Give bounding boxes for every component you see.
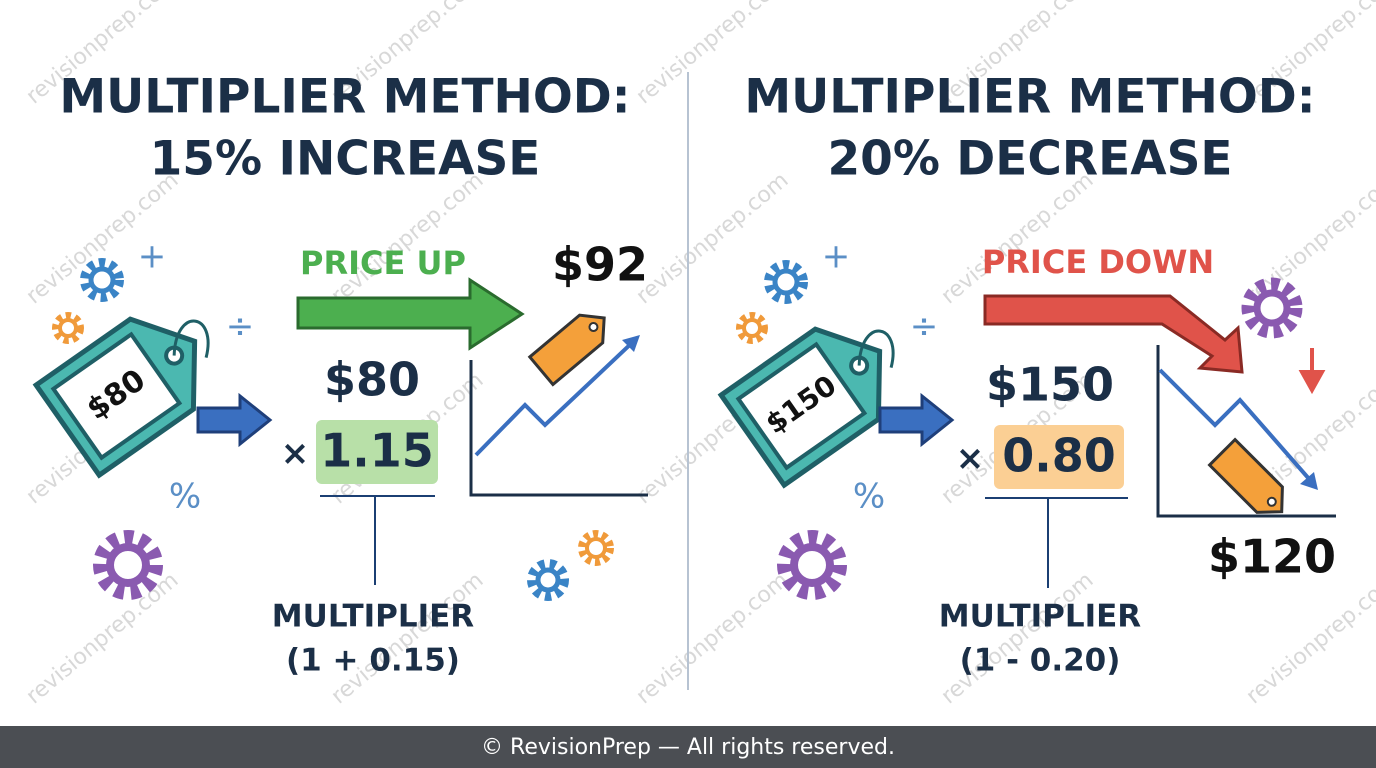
gear xyxy=(80,258,124,302)
multiplier: 0.80 xyxy=(1002,429,1116,483)
symbol: + xyxy=(822,237,851,277)
watermark: revisionprep.com xyxy=(937,168,1099,309)
arrow xyxy=(296,277,525,351)
price-tag: $150 xyxy=(717,326,895,489)
arrow-label: PRICE DOWN xyxy=(982,243,1214,281)
start-value: $80 xyxy=(324,353,420,407)
gear xyxy=(93,530,163,600)
symbol: ÷ xyxy=(910,307,939,347)
gear xyxy=(52,312,84,344)
watermark: revisionprep.com xyxy=(632,568,794,709)
gear xyxy=(777,530,847,600)
small-tag xyxy=(1207,437,1284,514)
multiplier: 1.15 xyxy=(320,424,434,478)
axes xyxy=(1156,345,1336,518)
symbol: % xyxy=(169,477,201,517)
arrow xyxy=(878,392,955,448)
watermark: revisionprep.com xyxy=(327,168,489,309)
operator: × xyxy=(956,439,985,479)
title: MULTIPLIER METHOD: xyxy=(59,70,630,125)
trend-line xyxy=(474,338,637,457)
multiplier-box xyxy=(316,420,438,484)
small-tag xyxy=(527,313,606,387)
axes xyxy=(469,360,648,497)
gear xyxy=(527,559,569,601)
symbol: % xyxy=(853,477,885,517)
gear xyxy=(1241,277,1303,339)
gear xyxy=(764,260,808,304)
title: 20% DECREASE xyxy=(827,132,1232,187)
multiplier-formula: (1 + 0.15) xyxy=(286,643,460,679)
result: $92 xyxy=(552,238,648,292)
multiplier-formula: (1 - 0.20) xyxy=(960,643,1121,679)
arrow-label: PRICE UP xyxy=(300,244,466,282)
title: 15% INCREASE xyxy=(150,132,541,187)
watermark: revisionprep.com xyxy=(937,568,1099,709)
price-tag: $80 xyxy=(32,316,210,479)
footer-bar xyxy=(0,726,1376,768)
left-panel: MULTIPLIER METHOD: 15% INCREASE + ÷ % $8… xyxy=(32,70,648,679)
title: MULTIPLIER METHOD: xyxy=(744,70,1315,125)
footer: © RevisionPrep — All rights reserved. xyxy=(481,735,895,760)
trend-arrow xyxy=(622,335,640,352)
watermark: revisionprep.com xyxy=(327,568,489,709)
multiplier-label: MULTIPLIER xyxy=(272,599,475,635)
multiplier-box xyxy=(994,425,1124,489)
symbol: + xyxy=(138,237,167,277)
result: $120 xyxy=(1208,530,1336,584)
arrow xyxy=(196,392,273,448)
gear xyxy=(736,312,768,344)
arrow xyxy=(983,294,1244,374)
trend-line xyxy=(1158,368,1312,482)
start-value: $150 xyxy=(986,358,1114,412)
watermark: revisionprep.com xyxy=(1242,568,1376,709)
symbol: ÷ xyxy=(226,307,255,347)
bracket xyxy=(985,497,1128,588)
operator: × xyxy=(281,434,310,474)
trend-arrow xyxy=(1300,472,1318,490)
bracket xyxy=(320,495,435,585)
down-arrow xyxy=(1298,348,1326,395)
gear xyxy=(578,530,614,566)
right-panel: MULTIPLIER METHOD: 20% DECREASE + ÷ % $1… xyxy=(717,70,1336,679)
multiplier-label: MULTIPLIER xyxy=(939,599,1142,635)
